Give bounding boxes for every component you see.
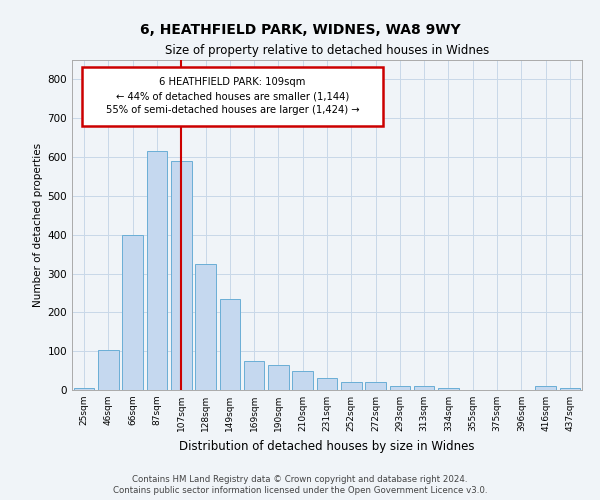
Bar <box>74 388 94 390</box>
Bar <box>268 365 289 390</box>
Bar <box>389 386 410 390</box>
X-axis label: Distribution of detached houses by size in Widnes: Distribution of detached houses by size … <box>179 440 475 452</box>
Bar <box>220 299 240 390</box>
Bar <box>560 388 580 390</box>
Bar <box>122 234 143 390</box>
Title: Size of property relative to detached houses in Widnes: Size of property relative to detached ho… <box>165 44 489 58</box>
FancyBboxPatch shape <box>82 66 383 126</box>
Bar <box>317 378 337 390</box>
Bar <box>195 264 216 390</box>
Y-axis label: Number of detached properties: Number of detached properties <box>34 143 43 307</box>
Text: Contains HM Land Registry data © Crown copyright and database right 2024.: Contains HM Land Registry data © Crown c… <box>132 475 468 484</box>
Bar <box>414 386 434 390</box>
Text: Contains public sector information licensed under the Open Government Licence v3: Contains public sector information licen… <box>113 486 487 495</box>
Text: 6, HEATHFIELD PARK, WIDNES, WA8 9WY: 6, HEATHFIELD PARK, WIDNES, WA8 9WY <box>140 22 460 36</box>
Bar <box>535 386 556 390</box>
Bar <box>438 388 459 390</box>
Bar <box>98 350 119 390</box>
Bar <box>244 361 265 390</box>
Bar <box>171 161 191 390</box>
Bar <box>146 151 167 390</box>
Bar <box>341 382 362 390</box>
Bar <box>292 370 313 390</box>
Bar <box>365 382 386 390</box>
Text: 6 HEATHFIELD PARK: 109sqm
← 44% of detached houses are smaller (1,144)
55% of se: 6 HEATHFIELD PARK: 109sqm ← 44% of detac… <box>106 78 359 116</box>
